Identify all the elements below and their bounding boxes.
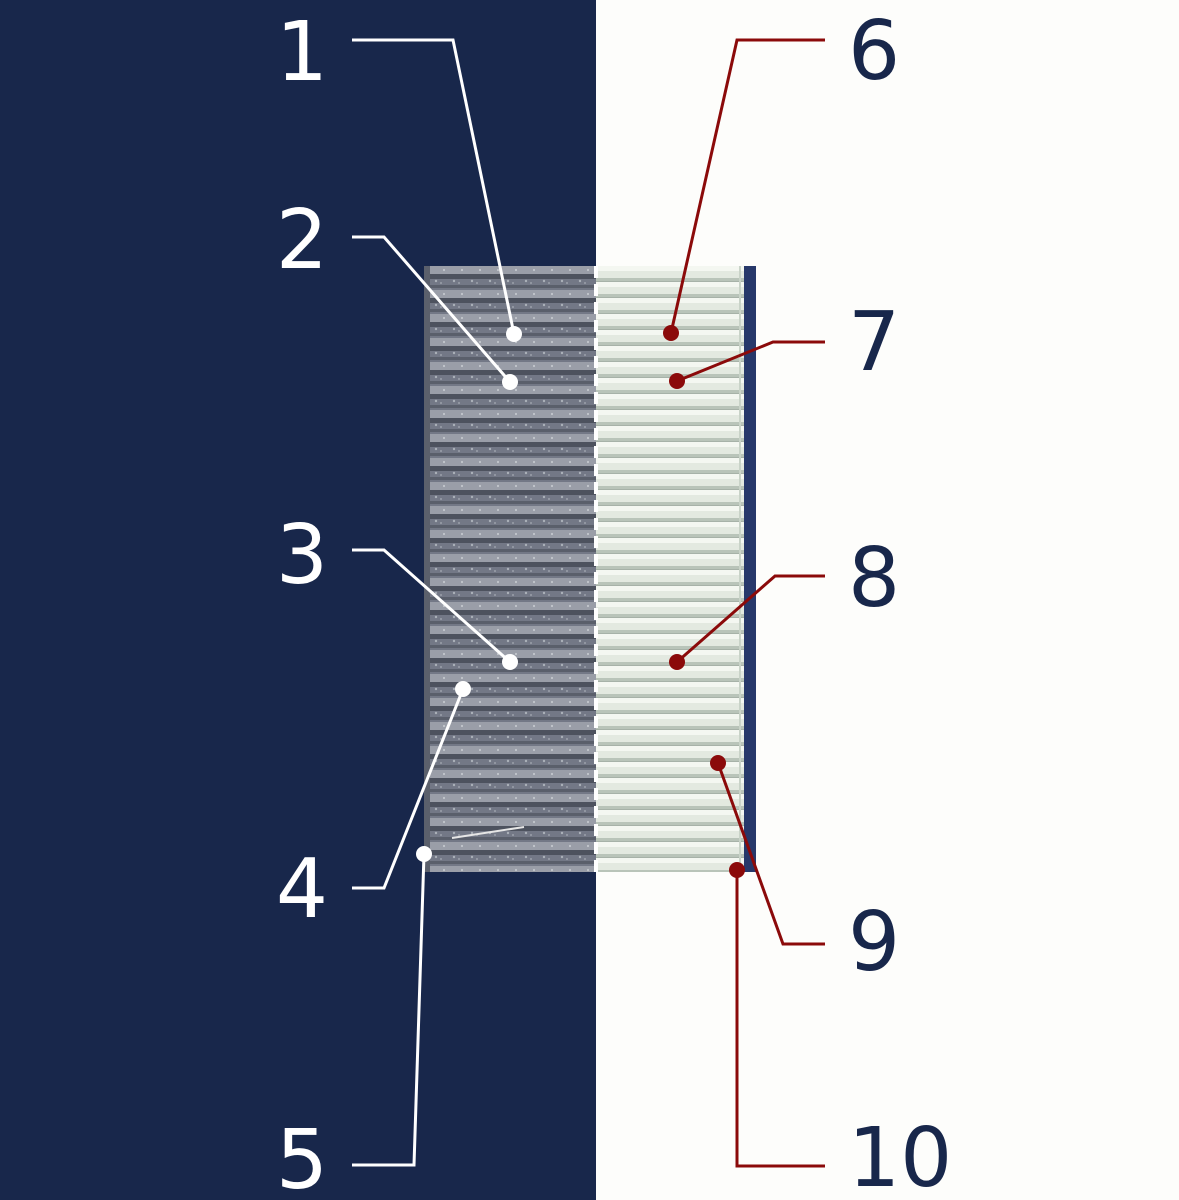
callout-dot-9: [710, 755, 726, 771]
right-callouts: [669, 38, 825, 1168]
callout-line-8: [676, 574, 825, 664]
label-5: 5: [276, 1113, 328, 1200]
callout-line-2: [352, 235, 512, 383]
callout-dot-2: [502, 374, 518, 390]
label-6: 6: [848, 4, 900, 99]
label-9: 9: [848, 895, 900, 990]
label-4: 4: [276, 842, 328, 937]
callout-line-1: [352, 38, 516, 335]
callout-dot-6: [663, 325, 679, 341]
left-callout-dots: [416, 326, 522, 862]
carbon-filter-media: [424, 266, 596, 872]
right-callout-dots: [663, 325, 745, 878]
label-10: 10: [848, 1111, 952, 1200]
callout-dot-3: [502, 654, 518, 670]
callout-dot-4: [455, 681, 471, 697]
label-2: 2: [276, 193, 328, 288]
filter-side-frame: [744, 266, 756, 872]
callout-dot-7: [669, 373, 685, 389]
label-1: 1: [276, 5, 328, 100]
callout-line-7: [676, 340, 825, 383]
label-7: 7: [848, 295, 900, 390]
callout-line-9: [716, 762, 825, 946]
callout-line-3: [352, 548, 511, 664]
callout-line-4: [352, 688, 465, 890]
callout-line-10: [735, 870, 825, 1168]
left-numbers: 1 2 3 4 5: [276, 5, 328, 1200]
cabin-filter: [424, 266, 756, 872]
callout-dot-8: [669, 654, 685, 670]
label-8: 8: [848, 531, 900, 626]
callout-line-5: [352, 853, 426, 1167]
carbon-fibre-strand: [451, 826, 525, 839]
carbon-filter-edge: [424, 266, 430, 872]
right-numbers: 6 7 8 9 10: [848, 4, 952, 1200]
callout-dot-1: [506, 326, 522, 342]
callout-dot-10: [729, 862, 745, 878]
callout-line-6: [669, 38, 825, 334]
label-3: 3: [276, 508, 328, 603]
left-callouts: [352, 38, 516, 1167]
callout-dot-5: [416, 846, 432, 862]
